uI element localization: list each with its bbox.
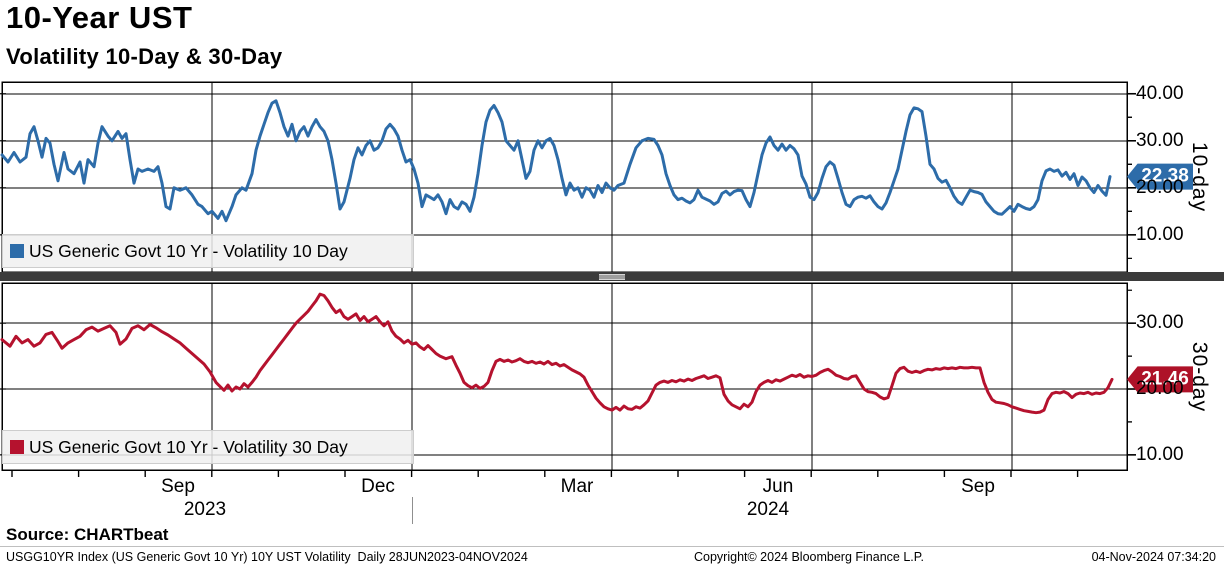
legend-label-30day: US Generic Govt 10 Yr - Volatility 30 Da…	[29, 436, 348, 457]
ytick-10-day-40.00: 40.00	[1136, 82, 1184, 104]
legend-10day[interactable]: US Generic Govt 10 Yr - Volatility 10 Da…	[2, 234, 414, 268]
ytick-30-day-10.00: 10.00	[1136, 443, 1184, 465]
page-subtitle: Volatility 10-Day & 30-Day	[6, 44, 283, 69]
chart-description: USGG10YR Index (US Generic Govt 10 Yr) 1…	[6, 550, 528, 564]
copyright-text: Copyright© 2024 Bloomberg Finance L.P.	[694, 550, 924, 564]
footer-rule	[0, 546, 1224, 547]
timestamp-text: 04-Nov-2024 07:34:20	[1091, 550, 1216, 564]
month-label-3-jun: Jun	[762, 476, 794, 497]
month-label-0-sep: Sep	[161, 476, 195, 497]
ytick-30-day-20.00: 20.00	[1136, 378, 1184, 399]
ytick-30-day-30.00: 30.00	[1136, 312, 1184, 334]
ytick-10-day-10.00: 10.00	[1136, 223, 1184, 245]
panel-splitter	[0, 272, 1224, 281]
month-label-1-dec: Dec	[361, 476, 395, 497]
last-value-badge-30day: 21.46	[1127, 366, 1193, 393]
series-line-30-day	[0, 292, 1114, 415]
legend-30day[interactable]: US Generic Govt 10 Yr - Volatility 30 Da…	[2, 430, 414, 464]
series-line-10-day	[0, 99, 1112, 223]
legend-swatch-30day	[10, 440, 24, 454]
axis-unit-10day: 10-day	[1188, 141, 1211, 213]
splitter-grip-handle[interactable]	[599, 273, 625, 280]
legend-swatch-10day	[10, 244, 24, 258]
axis-unit-30day: 30-day	[1188, 341, 1211, 413]
source-label: Source: CHARTbeat	[6, 525, 169, 544]
ytick-10-day-30.00: 30.00	[1136, 129, 1184, 151]
page-title: 10-Year UST	[6, 0, 193, 35]
year-label-2024: 2024	[746, 499, 790, 520]
year-label-2023: 2023	[183, 499, 227, 520]
month-label-2-mar: Mar	[560, 476, 594, 497]
legend-label-10day: US Generic Govt 10 Yr - Volatility 10 Da…	[29, 240, 348, 261]
month-label-4-sep: Sep	[961, 476, 995, 497]
year-separator	[412, 497, 413, 524]
ytick-10-day-20.00: 20.00	[1136, 176, 1184, 198]
last-value-badge-10day: 22.38	[1127, 163, 1193, 190]
footer-row: USGG10YR Index (US Generic Govt 10 Yr) 1…	[0, 548, 1224, 566]
